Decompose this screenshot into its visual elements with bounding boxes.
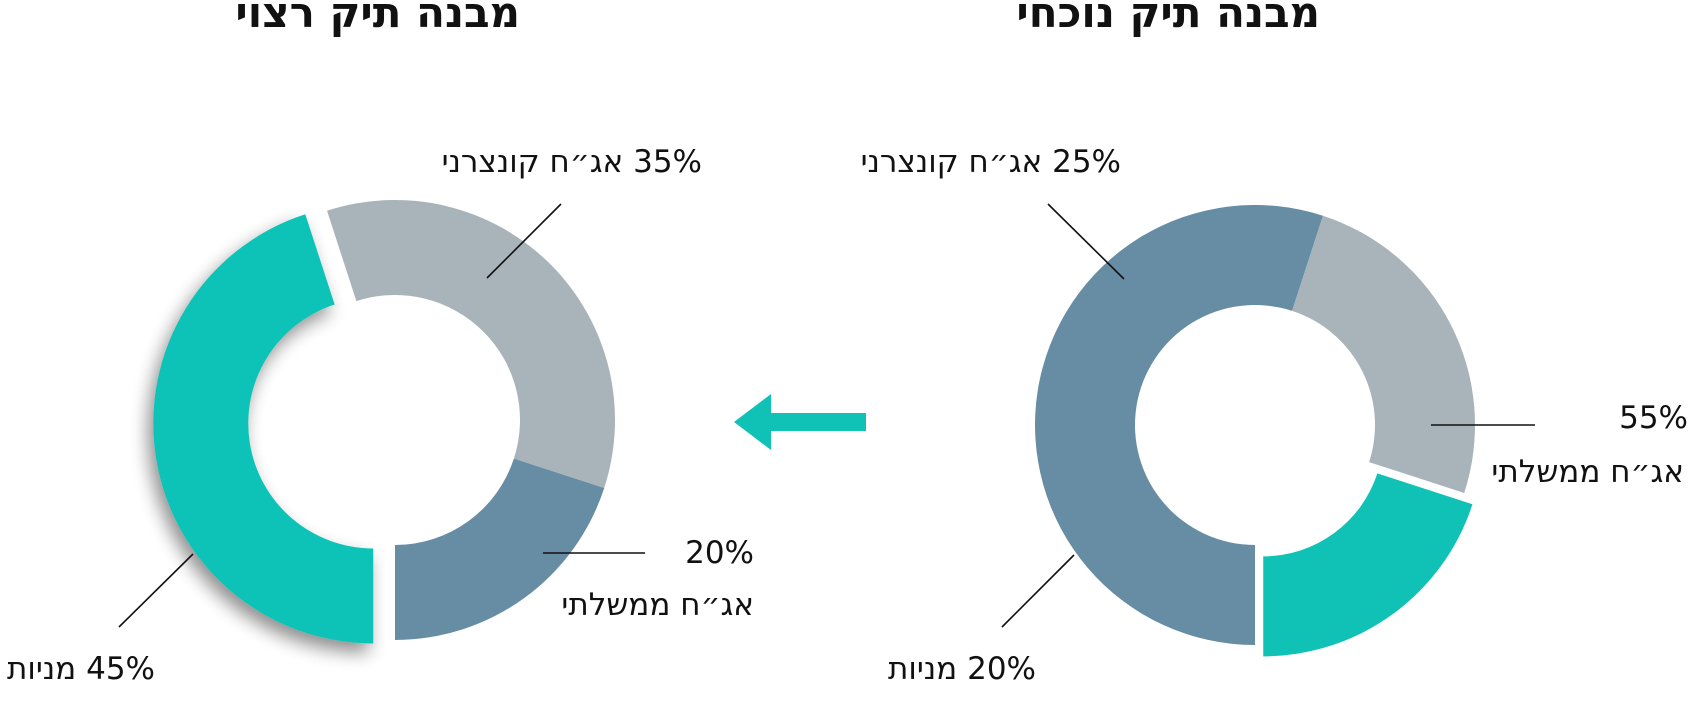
arrow-left-icon: [734, 394, 866, 450]
label-target-corp: 35% אג״ח קונצרני: [441, 144, 702, 180]
target-portfolio-donut: [153, 200, 615, 644]
target-slice-stocks: [153, 214, 374, 644]
leader-line-target-corp: [486, 203, 562, 279]
current-slice-stocks: [1263, 473, 1473, 657]
label-target-stocks: 45% מניות: [7, 651, 155, 687]
current-slice-government-bonds: [1034, 204, 1323, 645]
leader-lines: [118, 203, 1535, 628]
label-current-stocks: 20% מניות: [888, 651, 1036, 687]
current-portfolio-title: מבנה תיק נוכחי: [1016, 0, 1320, 37]
label-target-gov-name: אג״ח ממשלתי: [561, 587, 754, 623]
target-slice-government-bonds: [395, 458, 605, 640]
leader-line-current-stocks: [1001, 554, 1075, 628]
leader-line-target-stocks: [118, 553, 194, 628]
label-current-corp: 25% אג״ח קונצרני: [860, 144, 1121, 180]
target-portfolio-title: מבנה תיק רצוי: [235, 0, 520, 37]
label-current-gov-pct: 55%: [1619, 400, 1688, 436]
current-slice-corporate-bonds: [1292, 215, 1475, 493]
current-portfolio-donut: [1034, 204, 1475, 657]
leader-line-current-corp: [1047, 203, 1125, 280]
target-slice-corporate-bonds: [327, 200, 615, 488]
label-current-gov-name: אג״ח ממשלתי: [1491, 454, 1684, 490]
label-target-gov-pct: 20%: [685, 535, 754, 571]
